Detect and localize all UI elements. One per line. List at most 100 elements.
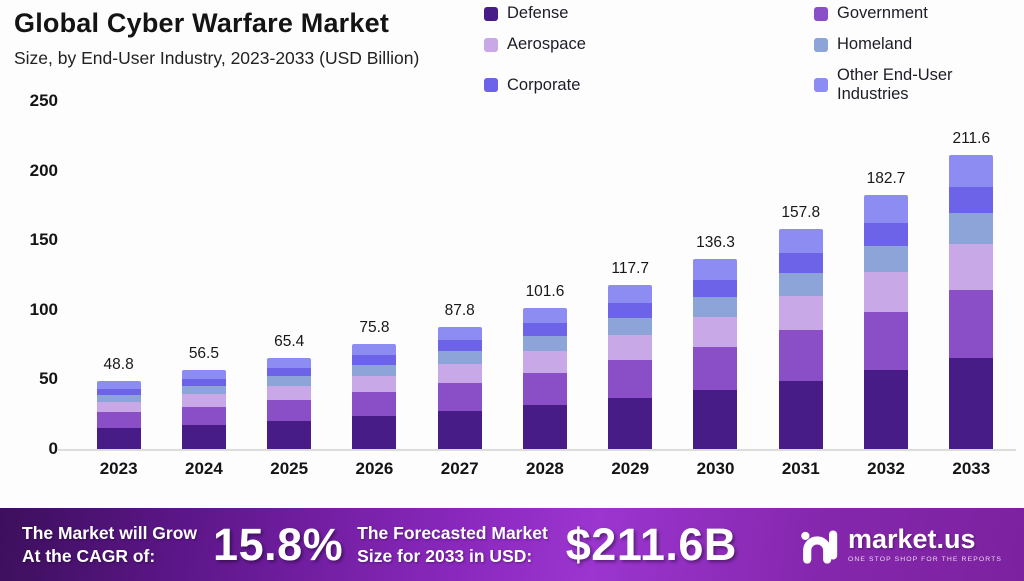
marketus-logo-icon bbox=[801, 529, 838, 564]
bar-segment-other-end-user-industries bbox=[522, 307, 567, 324]
bar-segment-homeland bbox=[949, 213, 994, 245]
x-tick-label: 2032 bbox=[867, 459, 905, 478]
chart-area: Global Cyber Warfare Market Size, by End… bbox=[0, 0, 1016, 508]
bar-segment-corporate bbox=[181, 379, 226, 387]
bar-group-2032: 182.7 bbox=[843, 101, 928, 449]
bar-segment-homeland bbox=[693, 297, 738, 318]
legend-swatch bbox=[814, 37, 828, 52]
bar-segment-corporate bbox=[267, 368, 312, 377]
bar-value-label: 75.8 bbox=[359, 318, 390, 336]
bar-segment-corporate bbox=[96, 388, 141, 395]
bar-segment-corporate bbox=[864, 222, 909, 246]
bar-value-label: 117.7 bbox=[611, 260, 650, 278]
y-axis: 0 50 100 150 200 250 bbox=[0, 0, 60, 508]
bar-group-2024: 56.5 bbox=[161, 101, 246, 449]
bar-segment-government bbox=[522, 372, 567, 406]
legend-label: Aerospace bbox=[507, 35, 586, 53]
bar-segment-defense bbox=[96, 427, 141, 449]
marketus-logo-textwrap: market.us One Stop Shop For The Reports bbox=[847, 526, 1002, 564]
legend-item: Defense bbox=[484, 4, 804, 23]
bar-segment-homeland bbox=[864, 245, 909, 273]
bar-segment-aerospace bbox=[181, 394, 226, 407]
legend-swatch bbox=[814, 6, 828, 21]
bar-segment-defense bbox=[522, 405, 567, 449]
legend-item: Corporate bbox=[484, 66, 804, 104]
bar-segment-defense bbox=[267, 420, 312, 449]
bar-segment-aerospace bbox=[693, 317, 738, 347]
bar-segment-homeland bbox=[608, 317, 653, 336]
bar-group-2026: 75.8 bbox=[332, 101, 417, 449]
bar-value-label: 56.5 bbox=[188, 345, 219, 363]
bar-segment-aerospace bbox=[778, 296, 823, 331]
marketus-logo-tagline: One Stop Shop For The Reports bbox=[847, 556, 1002, 563]
bar-stack bbox=[522, 307, 567, 449]
x-tick-label: 2030 bbox=[696, 459, 735, 478]
bar-segment-government bbox=[864, 311, 909, 371]
x-tick-label: 2024 bbox=[184, 459, 223, 478]
bar-stack bbox=[352, 343, 397, 449]
cagr-label-line1: The Market will Grow bbox=[22, 522, 198, 543]
x-axis: 2023 2024 2025 2026 2027 2028 2029 2030 2031 2032… bbox=[76, 459, 1014, 479]
bar-segment-other-end-user-industries bbox=[608, 285, 653, 304]
bar-segment-corporate bbox=[352, 355, 397, 365]
bar-segment-defense bbox=[778, 380, 823, 449]
y-tick-label: 200 bbox=[29, 160, 58, 180]
bar-segment-aerospace bbox=[608, 335, 653, 361]
bar-segment-aerospace bbox=[437, 364, 482, 384]
x-tick-label: 2028 bbox=[526, 459, 564, 478]
bar-segment-homeland bbox=[267, 376, 312, 386]
bar-stack bbox=[864, 194, 909, 449]
page-title: Global Cyber Warfare Market bbox=[14, 8, 390, 38]
bar-stack bbox=[778, 229, 823, 449]
bar-segment-defense bbox=[864, 370, 909, 449]
bar-segment-other-end-user-industries bbox=[949, 154, 994, 187]
y-tick-label: 0 bbox=[48, 439, 58, 458]
bar-segment-defense bbox=[352, 416, 397, 449]
bar-segment-other-end-user-industries bbox=[778, 229, 823, 254]
bar-group-2030: 136.3 bbox=[673, 101, 758, 449]
bar-group-2028: 101.6 bbox=[502, 101, 587, 449]
bar-group-2031: 157.8 bbox=[758, 101, 843, 449]
bar-segment-other-end-user-industries bbox=[267, 358, 312, 369]
bar-segment-homeland bbox=[352, 364, 397, 376]
bar-segment-defense bbox=[693, 390, 738, 449]
bar-stack bbox=[437, 326, 482, 449]
bar-group-2023: 48.8 bbox=[76, 101, 161, 449]
y-tick-label: 100 bbox=[29, 299, 58, 319]
bar-group-2027: 87.8 bbox=[417, 101, 502, 449]
bar-stack bbox=[96, 381, 141, 449]
bar-segment-corporate bbox=[949, 186, 994, 214]
legend-label: Corporate bbox=[507, 75, 581, 94]
y-tick-label: 50 bbox=[39, 369, 58, 389]
bar-segment-homeland bbox=[778, 273, 823, 297]
bar-segment-aerospace bbox=[864, 272, 909, 312]
footer-banner: The Market will Grow At the CAGR of: 15.… bbox=[0, 508, 1024, 581]
bar-segment-corporate bbox=[608, 303, 653, 318]
bar-segment-government bbox=[693, 346, 738, 391]
bar-group-2033: 211.6 bbox=[929, 101, 1014, 449]
bar-segment-other-end-user-industries bbox=[352, 343, 397, 356]
bar-segment-homeland bbox=[437, 351, 482, 365]
forecast-value: $211.6B bbox=[565, 518, 737, 570]
bar-segment-aerospace bbox=[522, 350, 567, 373]
bar-stack bbox=[693, 259, 738, 449]
y-tick-label: 150 bbox=[29, 230, 58, 250]
chart-subtitle: Size, by End-User Industry, 2023-2033 (U… bbox=[14, 48, 420, 68]
bar-segment-aerospace bbox=[267, 385, 312, 400]
bar-value-label: 87.8 bbox=[444, 301, 475, 319]
bar-stack bbox=[949, 154, 994, 449]
bar-segment-defense bbox=[608, 398, 653, 449]
x-tick-label: 2026 bbox=[355, 459, 394, 478]
bar-segment-government bbox=[949, 289, 994, 358]
legend-label: Defense bbox=[507, 4, 569, 22]
x-axis-baseline bbox=[58, 449, 1016, 451]
bar-stack bbox=[608, 285, 653, 449]
bar-value-label: 211.6 bbox=[952, 129, 991, 147]
legend-label: Other End-User Industries bbox=[837, 66, 953, 103]
bar-segment-homeland bbox=[96, 394, 141, 402]
bar-value-label: 65.4 bbox=[274, 333, 305, 351]
bar-segment-government bbox=[778, 330, 823, 381]
x-tick-label: 2023 bbox=[99, 459, 138, 478]
bar-value-label: 157.8 bbox=[781, 204, 821, 222]
